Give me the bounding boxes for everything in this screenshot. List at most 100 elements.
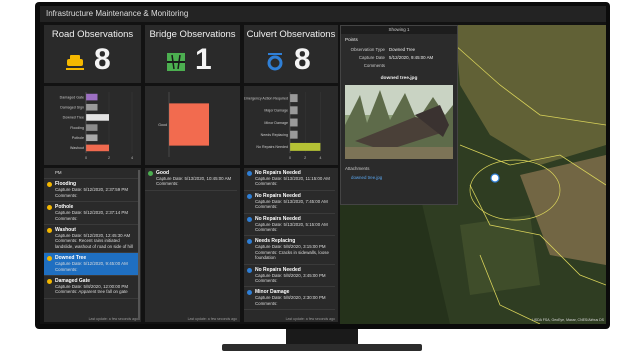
list-item[interactable]: No Repairs Needed Capture Date: 5/13/2020…	[244, 191, 335, 214]
icon-shape	[66, 68, 84, 70]
list-item[interactable]: Flooding Capture Date: 5/12/2020, 2:37:59…	[44, 179, 138, 203]
category-label: No Repairs Needed	[256, 145, 288, 149]
bar	[86, 93, 98, 101]
item-icon	[247, 267, 252, 273]
field-label: Capture Date	[358, 55, 385, 60]
image-title: downed tree.jpg	[380, 76, 418, 81]
item-icon	[47, 205, 52, 211]
indicator-icon	[167, 53, 185, 71]
item-icon	[148, 171, 153, 176]
chart: Good	[158, 92, 209, 157]
item-date: Capture Date: 5/8/2020, 12:00:00 PM	[55, 284, 128, 290]
chart: 0 2 4 Emergency Action Required Major Damage…	[244, 92, 321, 160]
item-date: Capture Date: 5/13/2020, 7:45:00 AM	[255, 198, 328, 204]
monitor-base	[222, 344, 422, 351]
item-icon	[247, 290, 252, 296]
item-title: Good	[156, 170, 170, 176]
item-icon	[47, 228, 52, 234]
category-label: Major Damage	[264, 109, 288, 113]
item-comments: Comments: Recent rains initiated landsli…	[55, 238, 133, 249]
list-footer: Last update: a few seconds ago	[88, 317, 138, 321]
item-comments: Comments:	[255, 181, 278, 187]
category-label: Damaged Sign	[60, 106, 84, 110]
map-boundary	[459, 144, 606, 186]
list-item[interactable]: No Repairs Needed Capture Date: 5/13/2020…	[244, 168, 335, 191]
list-item[interactable]: Good Capture Date: 5/13/2020, 10:45:00 AM…	[145, 168, 237, 191]
photo-roots	[415, 105, 449, 137]
item-title: Pothole	[55, 204, 74, 211]
item-title: Minor Damage	[255, 289, 290, 296]
chart-panel: Good	[145, 86, 240, 165]
category-label: Emergency Action Required	[244, 96, 288, 100]
map-parcel	[520, 155, 606, 265]
item-title: No Repairs Needed	[255, 192, 301, 199]
item-title: Needs Replacing	[255, 238, 296, 245]
indicator-title: Road Observations	[51, 29, 134, 40]
item-comments: Comments:	[255, 227, 278, 233]
list-item[interactable]: Damaged Gate Capture Date: 5/8/2020, 12:0…	[44, 276, 138, 299]
map-boundary	[479, 254, 541, 324]
bar	[290, 94, 298, 103]
list-item[interactable]: Minor Damage Capture Date: 5/8/2020, 2:30…	[244, 287, 335, 311]
item-comments: Comments:	[55, 192, 78, 198]
attachments-label: Attachments	[345, 166, 370, 171]
item-date: Capture Date: 5/12/2020, 9:45:00 AM	[55, 261, 128, 267]
list-item[interactable]: No Repairs Needed Capture Date: 5/8/2020,…	[244, 265, 335, 288]
bar	[86, 144, 109, 152]
x-tick-label: 2	[108, 156, 110, 160]
icon-shape	[267, 55, 283, 71]
list-item[interactable]: No Repairs Needed Capture Date: 5/13/2020…	[244, 214, 335, 237]
item-comments: Comments:	[255, 204, 278, 210]
attachment-link[interactable]: downed tree.jpg	[351, 175, 383, 180]
bar	[290, 142, 321, 151]
chart-panel: 0 2 4 Emergency Action Required Major Damage…	[244, 86, 338, 165]
indicator-value: 8	[94, 43, 111, 76]
category-label: Downed Tree	[63, 116, 84, 120]
field-label: Observation Type	[350, 47, 385, 52]
item-date: Capture Date: 5/13/2020, 11:15:00 AM	[255, 176, 330, 181]
list-item[interactable]: Washout Capture Date: 5/12/2020, 12:45:30…	[44, 225, 138, 254]
map-marker[interactable]	[490, 173, 500, 183]
item-icon	[247, 171, 252, 176]
indicator-title: Bridge Observations	[149, 29, 236, 40]
item-icon	[247, 216, 252, 222]
item-date: Capture Date: 5/8/2020, 3:45:00 PM	[255, 272, 326, 278]
list-item[interactable]: Needs Replacing Capture Date: 5/8/2020, 3…	[244, 236, 335, 265]
x-tick-label: 0	[85, 156, 87, 160]
item-comments: Comments:	[255, 278, 278, 284]
field-label: Comments	[363, 63, 385, 68]
app-title: Infrastructure Maintenance & Monitoring	[46, 9, 189, 18]
category-label: Damaged Gate	[60, 95, 84, 99]
list-item[interactable]: Downed Tree Capture Date: 5/12/2020, 9:45…	[44, 253, 138, 277]
chart: 0 2 4 Damaged Gate Damaged Sign Downed Tree Fl…	[60, 92, 133, 160]
item-title: Flooding	[55, 181, 77, 188]
item-comments: Comments:	[255, 300, 278, 306]
category-label: Washout	[70, 146, 84, 150]
list-item[interactable]: Pothole Capture Date: 5/12/2020, 2:37:14 …	[44, 202, 138, 226]
scrollbar	[138, 170, 140, 320]
item-title: Damaged Gate	[55, 278, 91, 285]
map-parcel	[460, 215, 540, 295]
x-tick-label: 2	[304, 156, 306, 160]
map-boundary	[454, 44, 606, 126]
map-parcel	[455, 25, 606, 165]
list-item[interactable]: PM	[44, 168, 138, 180]
item-icon	[47, 279, 52, 285]
bar	[86, 124, 98, 131]
monitor-neck	[286, 326, 358, 346]
map-attribution: USDA FSA, GeoEye, Maxar, CNES/Airbus DS	[532, 318, 604, 322]
field-value: Downed Tree	[389, 47, 416, 52]
category-label: Good	[158, 123, 167, 127]
icon-shape	[67, 59, 83, 66]
popup-layer: Points	[345, 37, 358, 42]
item-comments: Comments:	[55, 266, 78, 272]
item-title: No Repairs Needed	[255, 170, 301, 176]
bar	[86, 114, 109, 121]
map-boundary	[469, 159, 561, 221]
item-comments: Comments:	[156, 181, 179, 187]
bar	[169, 103, 209, 146]
photo-log	[355, 117, 445, 151]
item-date: Capture Date: 5/12/2020, 2:37:14 PM	[55, 210, 128, 216]
